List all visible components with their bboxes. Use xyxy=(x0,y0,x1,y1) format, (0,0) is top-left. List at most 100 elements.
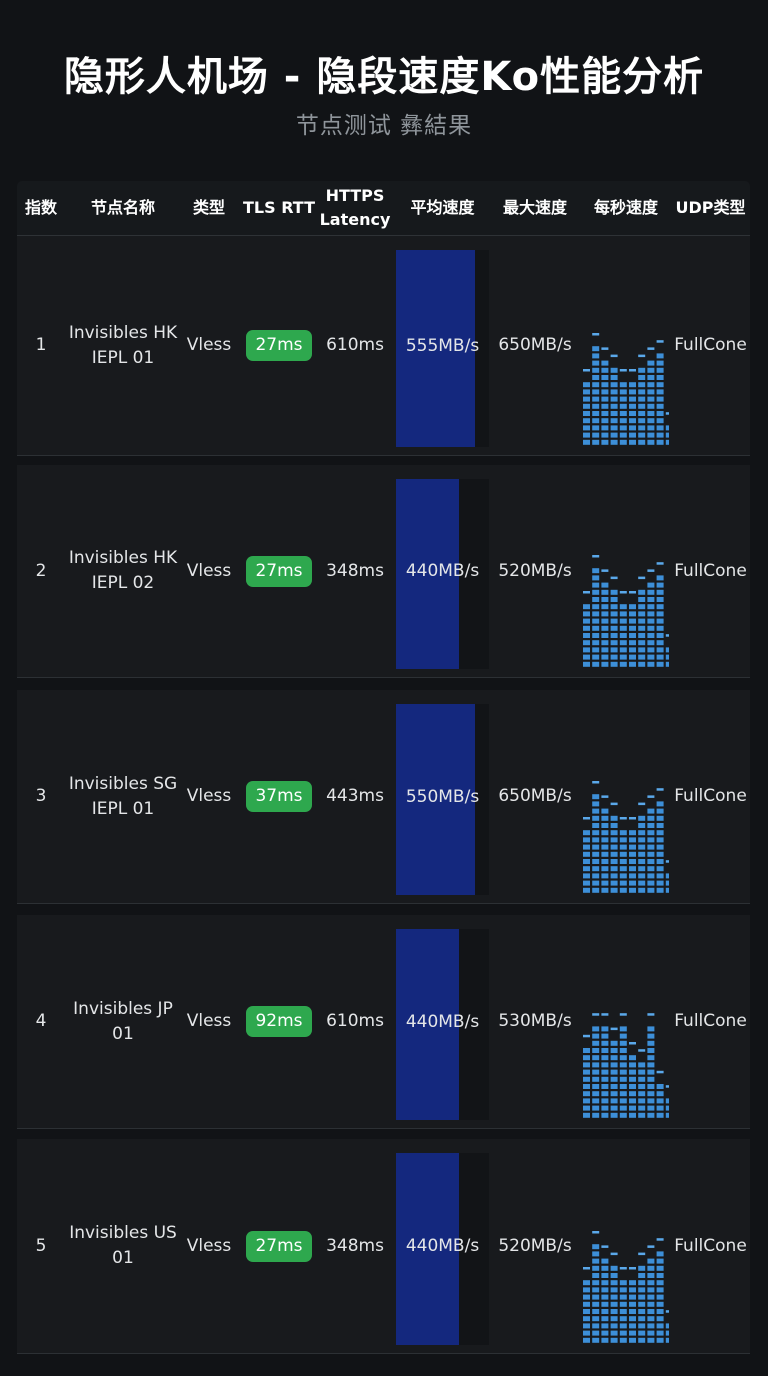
per-second-bar-segment xyxy=(656,1280,664,1286)
tls-rtt-cell: 27ms xyxy=(237,1139,321,1353)
per-second-bar-segment xyxy=(619,1287,627,1293)
per-second-bar-segment xyxy=(583,859,590,864)
per-second-peak-marker xyxy=(656,562,664,565)
per-second-bar-segment xyxy=(601,1280,609,1286)
per-second-bar-segment xyxy=(619,618,627,624)
per-second-bar-segment xyxy=(629,1287,636,1293)
per-second-bar-segment xyxy=(629,887,636,893)
per-second-bar-segment xyxy=(592,1091,600,1097)
per-second-bar-segment xyxy=(629,403,636,409)
node-name: Invisibles US 01 xyxy=(69,1223,177,1268)
per-second-peak-marker xyxy=(601,1245,609,1248)
per-second-bar-segment xyxy=(638,1105,646,1111)
per-second-bar-segment xyxy=(610,640,618,646)
per-second-bar-segment xyxy=(638,1287,646,1293)
per-second-peak-marker xyxy=(656,340,664,343)
per-second-bar-segment xyxy=(592,801,600,807)
per-second-bar-segment xyxy=(592,396,600,402)
per-second-bar-segment xyxy=(583,1294,590,1300)
column-header-max-speed: 最大速度 xyxy=(502,198,567,217)
per-second-bar-segment xyxy=(638,887,646,893)
per-second-peak-marker xyxy=(647,1013,655,1016)
per-second-bar-segment xyxy=(601,425,609,431)
per-second-bar-segment xyxy=(647,661,655,667)
per-second-bar-segment xyxy=(619,382,627,388)
per-second-bar-segment xyxy=(638,837,646,843)
per-second-bar-segment xyxy=(601,1098,609,1104)
tls-rtt-badge: 37ms xyxy=(246,781,312,812)
per-second-bar-segment xyxy=(665,1330,669,1336)
per-second-bar-segment xyxy=(601,633,609,638)
per-second-peak-marker xyxy=(610,802,618,806)
per-second-bar-segment xyxy=(647,1301,655,1307)
per-second-bar-segment xyxy=(619,647,627,653)
avg-speed-bar-track xyxy=(396,704,489,895)
per-second-bar-segment xyxy=(619,1098,627,1104)
per-second-bar-segment xyxy=(583,837,590,843)
per-second-bar-segment xyxy=(601,844,609,850)
per-second-bar-segment xyxy=(647,403,655,409)
per-second-bar-segment xyxy=(629,439,636,445)
per-second-bar-segment xyxy=(656,1337,664,1343)
per-second-bar-segment xyxy=(656,1287,664,1293)
per-second-bar-segment xyxy=(647,1287,655,1293)
per-second-peak-marker xyxy=(619,369,627,372)
max-speed: 650MB/s xyxy=(498,786,572,806)
per-second-bar-segment xyxy=(601,1316,609,1322)
per-second-bar-segment xyxy=(610,851,618,857)
per-second-bar-segment xyxy=(592,1112,600,1118)
per-second-bar-segment xyxy=(601,873,609,879)
per-second-bar-segment xyxy=(610,1105,618,1111)
per-second-bar-segment xyxy=(592,432,600,438)
per-second-bar-segment xyxy=(583,647,590,653)
per-second-bar-segment xyxy=(583,439,590,445)
per-second-bar-segment xyxy=(629,1069,636,1075)
per-second-bar-segment xyxy=(647,439,655,445)
per-second-bar-segment xyxy=(601,1055,609,1061)
per-second-bar-segment xyxy=(619,432,627,438)
per-second-bar-segment xyxy=(592,1273,600,1278)
per-second-bar-segment xyxy=(619,887,627,893)
per-second-bar-segment xyxy=(610,661,618,667)
per-second-bar-segment xyxy=(665,647,669,653)
column-header-node-name: 节点名称 xyxy=(90,198,155,217)
per-second-bar-segment xyxy=(610,1055,618,1061)
per-second-peak-marker xyxy=(665,1085,669,1088)
per-second-bar-segment xyxy=(629,661,636,667)
per-second-bar-segment xyxy=(638,873,646,879)
per-second-bar-segment xyxy=(610,1287,618,1293)
per-second-speed-chart xyxy=(583,236,669,455)
per-second-bar-segment xyxy=(610,597,618,602)
per-second-bar-segment xyxy=(592,830,600,836)
per-second-bar-segment xyxy=(592,1069,600,1075)
per-second-peak-marker xyxy=(629,369,636,372)
per-second-bar-segment xyxy=(592,1265,600,1271)
per-second-bar-segment xyxy=(610,403,618,409)
per-second-bar-segment xyxy=(592,589,600,595)
per-second-bar-segment xyxy=(592,439,600,445)
per-second-bar-segment xyxy=(583,1069,590,1075)
per-second-bar-segment xyxy=(665,880,669,886)
per-second-bar-segment xyxy=(656,647,664,653)
udp-type: FullCone xyxy=(674,786,747,806)
per-second-bar-segment xyxy=(592,625,600,631)
per-second-bar-segment xyxy=(656,873,664,879)
per-second-bar-segment xyxy=(583,1323,590,1329)
per-second-bar-segment xyxy=(610,866,618,872)
per-second-bar-segment xyxy=(629,1084,636,1089)
max-speed: 520MB/s xyxy=(498,1235,572,1256)
per-second-bar-segment xyxy=(638,589,646,595)
per-second-bar-segment xyxy=(583,1105,590,1111)
per-second-bar-segment xyxy=(656,597,664,602)
per-second-bar-segment xyxy=(601,823,609,828)
per-second-peak-marker xyxy=(601,1013,609,1016)
per-second-bar-segment xyxy=(638,1112,646,1118)
per-second-bar-segment xyxy=(647,589,655,595)
per-second-bar-segment xyxy=(629,1062,636,1068)
per-second-bar-segment xyxy=(610,647,618,653)
per-second-bar-segment xyxy=(583,1112,590,1118)
per-second-bar-segment xyxy=(601,411,609,416)
tls-rtt-cell: 27ms xyxy=(237,236,321,455)
per-second-bar-segment xyxy=(619,1301,627,1307)
per-second-bar-segment xyxy=(583,1280,590,1286)
